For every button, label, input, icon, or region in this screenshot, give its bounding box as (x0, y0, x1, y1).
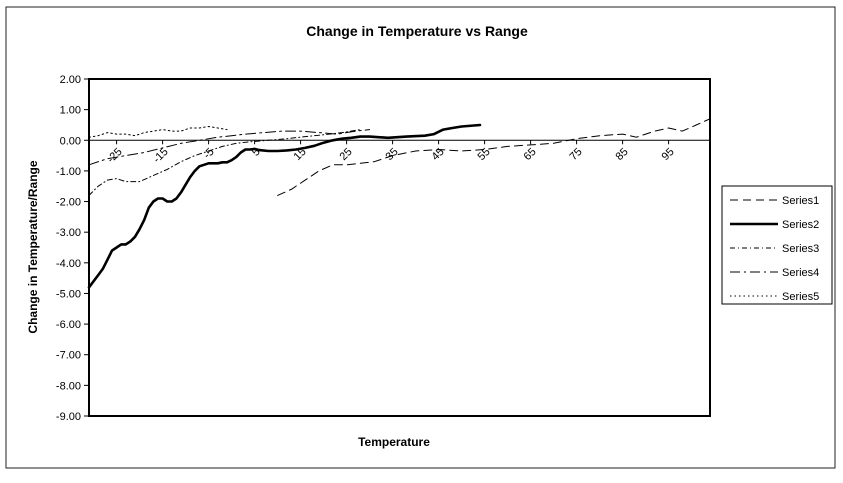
y-tick-label: 1.00 (60, 105, 81, 117)
series-layer (87, 118, 711, 289)
y-tick-label: -2.00 (56, 197, 81, 209)
y-tick-label: -9.00 (56, 411, 81, 423)
series-line-series2 (87, 123, 482, 289)
y-axis-label: Change in Temperature/Range (26, 160, 40, 333)
chart-title: Change in Temperature vs Range (306, 23, 528, 39)
series-line-series3 (88, 129, 361, 196)
y-tick-label: 0.00 (60, 135, 81, 147)
legend-label: Series2 (782, 219, 819, 231)
y-tick-label: -6.00 (56, 319, 81, 331)
plot-area (88, 78, 711, 417)
legend-label: Series4 (782, 267, 819, 279)
y-tick-label: -8.00 (56, 380, 81, 392)
legend-label: Series3 (782, 243, 819, 255)
legend: Series1 Series2 Series3 Series4 Series5 (721, 185, 833, 305)
y-tick-label: -1.00 (56, 166, 81, 178)
series-line-series5 (88, 126, 228, 138)
legend-label: Series5 (782, 291, 819, 303)
legend-box (721, 185, 833, 305)
y-tick-label: 2.00 (60, 74, 81, 86)
y-tick-label: -4.00 (56, 258, 81, 270)
legend-label: Series1 (782, 195, 819, 207)
y-tick-label: -7.00 (56, 350, 81, 362)
x-axis-label: Temperature (358, 435, 430, 449)
y-tick-label: -3.00 (56, 227, 81, 239)
series-line-series4 (88, 129, 371, 166)
y-axis-ticks: 2.00 1.00 0.00 -1.00 -2.00 -3.00 -4.00 -5.00 -6.… (56, 74, 710, 423)
chart-border (5, 6, 836, 469)
y-tick-label: -5.00 (56, 288, 81, 300)
